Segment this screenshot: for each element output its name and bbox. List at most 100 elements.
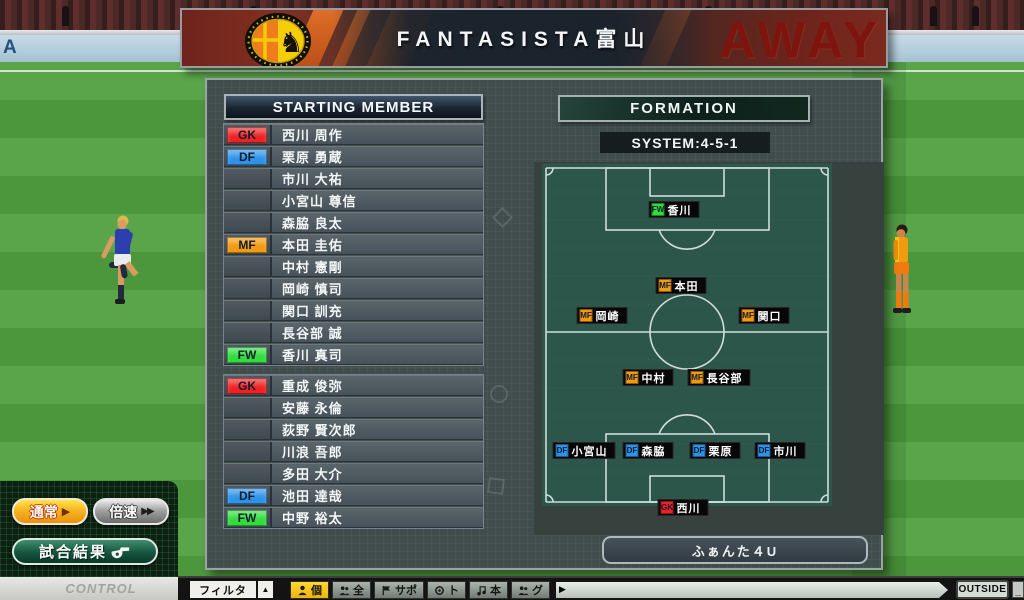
player-name: 池田 達哉 — [282, 489, 343, 504]
flag-icon — [381, 585, 392, 596]
position-badge-cell — [224, 398, 272, 417]
filter-dropdown[interactable]: フィルタ — [190, 581, 256, 598]
player-name: 森脇 — [641, 445, 666, 458]
filter-expand-button[interactable]: ▲ — [258, 581, 273, 598]
player-name: 西川 — [676, 502, 701, 515]
player-name: 市川 大祐 — [282, 172, 343, 187]
position-badge: MF — [690, 371, 704, 384]
player-name: 中野 裕太 — [282, 511, 343, 526]
player-name: 関口 訓充 — [282, 304, 343, 319]
pitch-player-chip[interactable]: FW 香川 — [648, 201, 700, 218]
player-name: 小宮山 — [571, 445, 608, 458]
filter-tabs: 個 全 サポ ト 本 グ — [290, 581, 550, 599]
player-name: 森脇 良太 — [282, 216, 343, 231]
orange-player-sprite — [893, 224, 911, 313]
outside-button[interactable]: OUTSIDE — [956, 580, 1009, 599]
ad-board-letter: A — [3, 37, 17, 58]
bench-list: GK 重成 俊弥 安藤 永倫 荻野 賢次郎 川浪 吾郎 多田 大介 DF 池田 … — [223, 374, 484, 529]
formation-footer: ふぁんた４U — [602, 536, 868, 564]
person-icon — [297, 585, 308, 596]
pitch-player-chip[interactable]: DF 森脇 — [622, 442, 674, 459]
pitch-player-chip[interactable]: GK 西川 — [657, 499, 709, 516]
note-icon — [476, 585, 487, 596]
roster-row[interactable]: 荻野 賢次郎 — [224, 419, 483, 440]
match-result-label: 試合結果 — [38, 544, 107, 561]
match-result-button[interactable]: 試合結果 — [12, 538, 158, 565]
roster-row[interactable]: MF 本田 圭佑 — [224, 234, 483, 255]
position-badge-cell: FW — [224, 345, 272, 364]
pitch-player-chip[interactable]: MF 本田 — [655, 277, 707, 294]
position-badge: DF — [625, 444, 639, 457]
fast-speed-button[interactable]: 倍速 ▶▶ — [93, 498, 169, 525]
normal-speed-button[interactable]: 通常 ▶ — [12, 498, 88, 525]
position-badge-cell — [224, 464, 272, 483]
position-badge: MF — [579, 309, 593, 322]
filter-tab[interactable]: 個 — [290, 581, 329, 599]
filter-tab[interactable]: 全 — [332, 581, 371, 599]
roster-row[interactable]: 多田 大介 — [224, 463, 483, 484]
control-bar: CONTROL — [0, 577, 178, 600]
ghost-diamond-icon — [491, 206, 514, 229]
position-badge: DF — [227, 487, 267, 504]
formation-pitch: FW 香川 MF 本田 MF 岡崎 MF 関口 MF 中村 MF 長谷部 DF 小宮山 DF 森脇 DF 栗原 DF… — [534, 162, 884, 535]
filter-tab[interactable]: グ — [511, 581, 550, 599]
roster-row[interactable]: 関口 訓充 — [224, 300, 483, 321]
roster-row[interactable]: DF 栗原 勇蔵 — [224, 146, 483, 167]
player-name: 栗原 — [708, 445, 733, 458]
position-badge-cell: DF — [224, 147, 272, 166]
filter-tab-label: サポ — [395, 585, 417, 597]
roster-row[interactable]: FW 香川 真司 — [224, 344, 483, 365]
position-badge-cell: GK — [224, 376, 272, 395]
player-name: 本田 圭佑 — [282, 238, 343, 253]
roster-row[interactable]: GK 重成 俊弥 — [224, 375, 483, 396]
filter-tab-label: 全 — [353, 585, 364, 597]
fast-forward-icon: ▶▶ — [141, 506, 154, 517]
filter-tab[interactable]: ト — [427, 581, 466, 599]
pitch-player-chip[interactable]: MF 中村 — [622, 369, 674, 386]
player-name: 中村 憲剛 — [282, 260, 343, 275]
position-badge-cell — [224, 301, 272, 320]
position-badge: DF — [757, 444, 771, 457]
starting-member-header: STARTING MEMBER — [224, 94, 483, 120]
player-name: 西川 周作 — [282, 128, 343, 143]
position-badge: DF — [692, 444, 706, 457]
player-name: 関口 — [757, 310, 782, 323]
away-label: AWAY — [719, 11, 882, 68]
roster-row[interactable]: 市川 大祐 — [224, 168, 483, 189]
roster-row[interactable]: 岡崎 慎司 — [224, 278, 483, 299]
roster-row[interactable]: 森脇 良太 — [224, 212, 483, 233]
pitch-player-chip[interactable]: MF 岡崎 — [576, 307, 628, 324]
position-badge-cell — [224, 420, 272, 439]
filter-tab[interactable]: サポ — [374, 581, 424, 599]
roster-row[interactable]: 小宮山 尊信 — [224, 190, 483, 211]
pitch-player-chip[interactable]: DF 市川 — [754, 442, 806, 459]
team-banner: AWAY ♞ FANTASISTA富山 — [180, 8, 888, 68]
player-name: 多田 大介 — [282, 467, 343, 482]
pitch-player-chip[interactable]: DF 小宮山 — [552, 442, 616, 459]
roster-row[interactable]: 長谷部 誠 — [224, 322, 483, 343]
roster-row[interactable]: GK 西川 周作 — [224, 124, 483, 145]
minimize-button[interactable]: _ — [1012, 581, 1024, 598]
crowd-figure — [930, 6, 937, 26]
roster-row[interactable]: 川浪 吾郎 — [224, 441, 483, 462]
blue-player-sprite — [101, 215, 139, 304]
player-name: 市川 — [773, 445, 798, 458]
player-name: 安藤 永倫 — [282, 401, 343, 416]
pitch-player-chip[interactable]: MF 関口 — [738, 307, 790, 324]
pitch-player-chip[interactable]: DF 栗原 — [689, 442, 741, 459]
pitch-player-chip[interactable]: MF 長谷部 — [687, 369, 751, 386]
position-badge-cell — [224, 323, 272, 342]
position-badge: FW — [651, 203, 665, 216]
roster-row[interactable]: FW 中野 裕太 — [224, 507, 483, 528]
system-label: SYSTEM:4-5-1 — [600, 132, 770, 153]
roster-row[interactable]: 中村 憲剛 — [224, 256, 483, 277]
group-icon — [518, 585, 529, 596]
filter-tab-label: ト — [448, 585, 459, 597]
position-badge: MF — [741, 309, 755, 322]
scrollbar[interactable]: ▶ — [556, 582, 948, 598]
roster-row[interactable]: DF 池田 達哉 — [224, 485, 483, 506]
filter-tab[interactable]: 本 — [469, 581, 508, 599]
position-badge: GK — [227, 377, 267, 394]
roster-row[interactable]: 安藤 永倫 — [224, 397, 483, 418]
